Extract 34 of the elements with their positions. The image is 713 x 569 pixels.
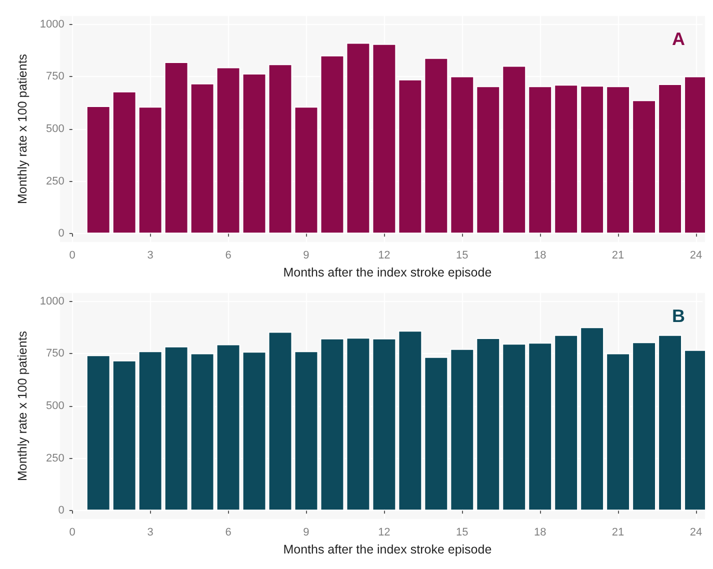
x-tick-label: 6 xyxy=(225,526,232,538)
y-tick-label: 1000 xyxy=(40,295,64,308)
x-tick-label: 18 xyxy=(534,250,546,262)
y-axis-title: Monthly rate x 100 patients xyxy=(16,330,30,482)
annotation: A xyxy=(672,29,685,49)
y-tick-label: 250 xyxy=(46,175,64,188)
y-tick-label: 0 xyxy=(58,228,64,240)
x-tick-label: 21 xyxy=(612,526,624,538)
x-tick-label: 12 xyxy=(378,250,390,262)
x-tick-label: 0 xyxy=(69,250,76,262)
x-axis-title: Months after the index stroke episode xyxy=(283,542,492,556)
x-tick-label: 18 xyxy=(534,526,546,538)
y-tick-label: 750 xyxy=(46,348,64,360)
x-tick-label: 24 xyxy=(690,250,702,262)
y-axis-title: Monthly rate x 100 patients xyxy=(16,54,30,204)
x-tick-label: 12 xyxy=(378,526,390,538)
x-tick-label: 9 xyxy=(303,250,310,262)
x-tick-label: 15 xyxy=(456,250,468,262)
y-tick-label: 0 xyxy=(58,504,64,517)
y-tick-label: 250 xyxy=(46,452,64,464)
x-tick-label: 3 xyxy=(147,526,154,538)
x-axis-title: Months after the index stroke episode xyxy=(283,266,492,280)
x-tick-label: 0 xyxy=(69,526,76,538)
y-tick-label: 750 xyxy=(46,70,64,83)
x-tick-label: 9 xyxy=(303,526,310,538)
x-tick-label: 24 xyxy=(690,526,702,538)
y-tick-label: 500 xyxy=(46,400,64,412)
x-tick-label: 15 xyxy=(456,526,468,538)
y-tick-label: 500 xyxy=(46,123,64,135)
y-tick-label: 1000 xyxy=(40,18,64,30)
x-tick-label: 21 xyxy=(612,250,624,262)
x-tick-label: 3 xyxy=(147,250,154,262)
x-tick-label: 6 xyxy=(225,250,232,262)
annotation: B xyxy=(672,306,685,326)
